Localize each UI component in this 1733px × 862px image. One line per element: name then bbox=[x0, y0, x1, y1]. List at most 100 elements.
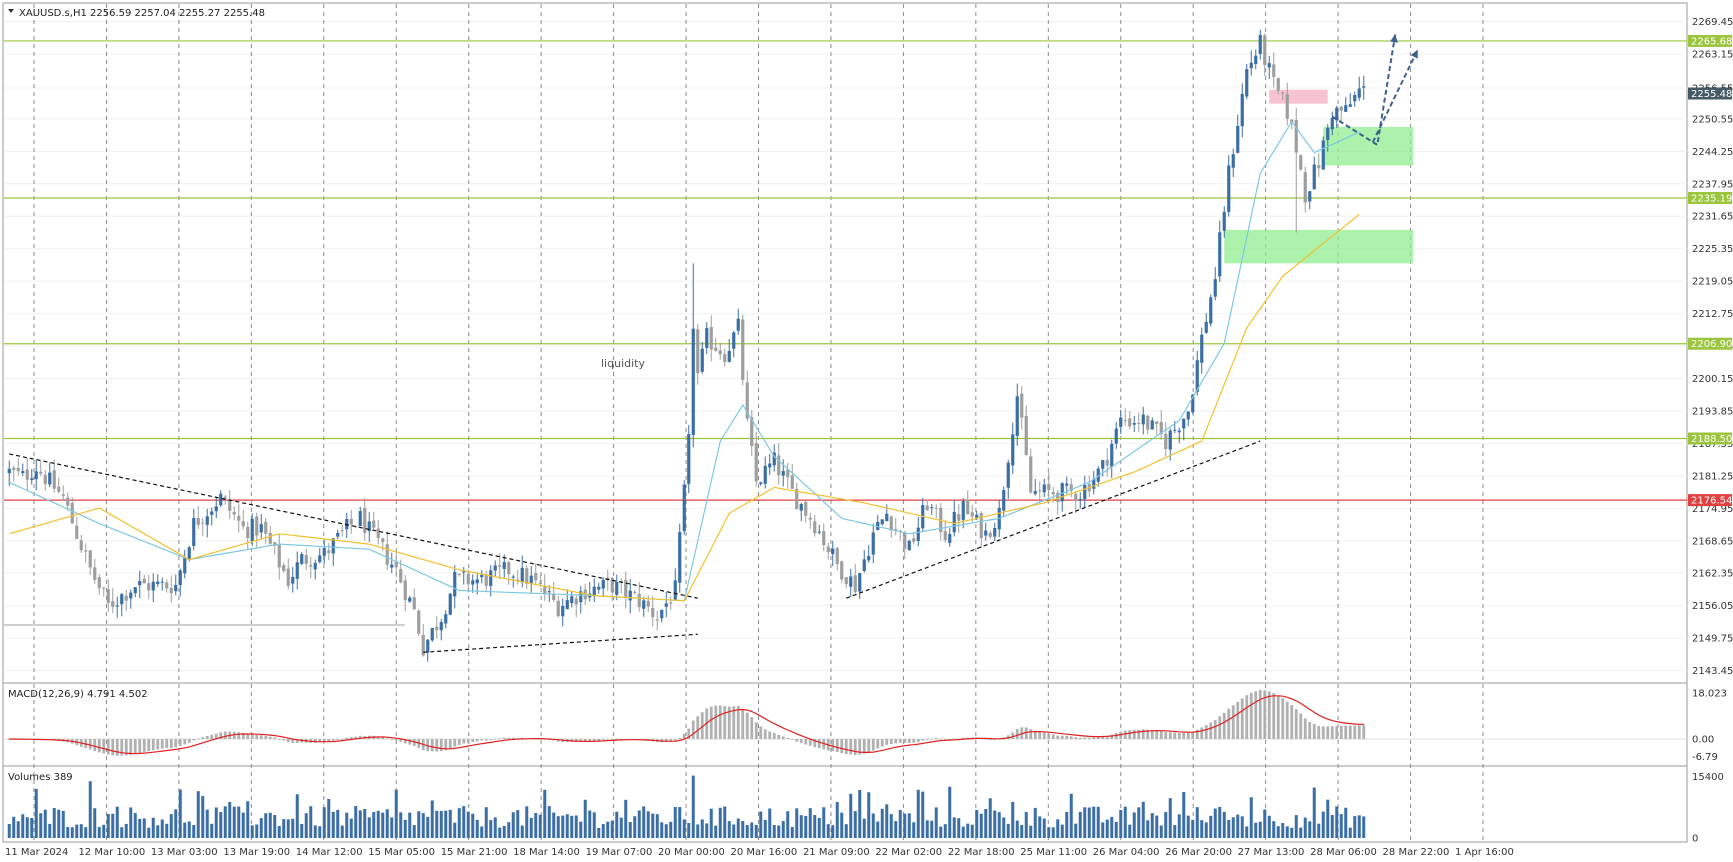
volume-bar bbox=[471, 813, 475, 838]
candle-body bbox=[1321, 140, 1325, 170]
candles-layer[interactable] bbox=[7, 29, 1366, 662]
volume-bar bbox=[1060, 824, 1064, 838]
volume-bar bbox=[124, 823, 128, 838]
candle-body bbox=[1141, 414, 1145, 425]
macd-histogram-bar bbox=[777, 734, 781, 740]
candle-body bbox=[210, 511, 214, 515]
volume-bar bbox=[1317, 823, 1321, 838]
candle-body bbox=[439, 622, 443, 631]
macd-histogram-bar bbox=[1137, 729, 1141, 740]
macd-histogram-bar bbox=[1083, 737, 1087, 740]
candle-body bbox=[48, 472, 52, 485]
candle bbox=[916, 516, 920, 547]
macd-histogram-bar bbox=[673, 739, 677, 741]
price-tick-label: 2263.15 bbox=[1692, 49, 1733, 60]
candle bbox=[124, 589, 128, 612]
volume-bar bbox=[1254, 822, 1258, 838]
volume-bar bbox=[534, 812, 538, 838]
price-tick-label: 2168.65 bbox=[1692, 536, 1733, 547]
liquidity-label: liquidity bbox=[601, 357, 645, 370]
candle bbox=[61, 485, 65, 502]
candle-body bbox=[687, 434, 691, 484]
candle-body bbox=[795, 488, 799, 510]
volume-bar bbox=[295, 794, 299, 838]
macd-histogram-bar bbox=[858, 739, 862, 755]
candle-body bbox=[1303, 172, 1307, 203]
volume-bar bbox=[1042, 818, 1046, 838]
candle bbox=[214, 497, 218, 519]
candle bbox=[628, 579, 632, 614]
macd-histogram-bar bbox=[448, 739, 452, 749]
candle bbox=[151, 573, 155, 603]
candle bbox=[1308, 190, 1312, 210]
macd-histogram-bar bbox=[394, 739, 398, 741]
candle bbox=[732, 330, 736, 358]
candle-body bbox=[1150, 420, 1154, 430]
macd-histogram-bar bbox=[1173, 732, 1177, 740]
candle bbox=[1249, 50, 1253, 76]
candle-body bbox=[1213, 279, 1217, 297]
candle bbox=[1182, 418, 1186, 441]
macd-histogram-bar bbox=[426, 739, 430, 752]
macd-histogram-bar bbox=[1141, 729, 1145, 740]
candle-body bbox=[948, 534, 952, 543]
candle bbox=[376, 520, 380, 545]
candle bbox=[880, 519, 884, 526]
volume-bar bbox=[952, 817, 956, 838]
candle bbox=[205, 508, 209, 538]
macd-histogram-bar bbox=[1155, 730, 1159, 740]
macd-histogram-bar bbox=[138, 739, 142, 753]
price-tick-label: 2225.35 bbox=[1692, 244, 1733, 255]
macd-histogram-bar bbox=[1065, 735, 1069, 740]
candle-body bbox=[1002, 490, 1006, 511]
macd-histogram-bar bbox=[1263, 690, 1267, 740]
volume-bar bbox=[655, 814, 659, 838]
macd-histogram-bar bbox=[907, 739, 911, 743]
macd-histogram-bar bbox=[696, 716, 700, 740]
candle bbox=[318, 548, 322, 564]
macd-histogram-bar bbox=[1249, 692, 1253, 740]
candle bbox=[147, 574, 151, 600]
candle-body bbox=[165, 582, 169, 589]
volume-bar bbox=[120, 827, 124, 838]
candle bbox=[795, 482, 799, 510]
volume-bar bbox=[106, 813, 110, 838]
macd-histogram-bar bbox=[439, 739, 443, 752]
volume-bar bbox=[133, 813, 137, 838]
candle bbox=[228, 490, 232, 519]
candle bbox=[1119, 409, 1123, 435]
volume-bar bbox=[210, 823, 214, 838]
macd-histogram-bar bbox=[723, 706, 727, 740]
candle bbox=[804, 500, 808, 523]
macd-histogram-bar bbox=[1105, 735, 1109, 740]
volume-bar bbox=[102, 824, 106, 838]
volume-bar bbox=[84, 827, 88, 838]
macd-histogram-bar bbox=[853, 739, 857, 756]
macd-histogram-bar bbox=[934, 738, 938, 740]
candle bbox=[1015, 383, 1019, 446]
candle-body bbox=[943, 531, 947, 541]
volume-bar bbox=[439, 810, 443, 838]
candle bbox=[1276, 76, 1280, 95]
volume-bar bbox=[867, 792, 871, 838]
candle-body bbox=[1285, 94, 1289, 119]
macd-histogram-bar bbox=[142, 739, 146, 752]
volume-bar bbox=[1051, 827, 1055, 838]
candle-body bbox=[151, 581, 155, 591]
candle-body bbox=[853, 575, 857, 593]
candle-body bbox=[669, 602, 673, 604]
macd-histogram-bar bbox=[759, 726, 763, 740]
volume-bar bbox=[174, 809, 178, 838]
candle bbox=[426, 639, 430, 662]
candle bbox=[1330, 111, 1334, 136]
symbol-menu-triangle-icon[interactable] bbox=[8, 9, 14, 13]
macd-histogram-bar bbox=[727, 706, 731, 740]
volume-bar bbox=[1236, 814, 1240, 838]
candle-body bbox=[1168, 430, 1172, 450]
candle bbox=[367, 512, 371, 542]
candle bbox=[484, 570, 488, 592]
trendlines-layer[interactable] bbox=[9, 33, 1419, 653]
volume-bar bbox=[1326, 799, 1330, 838]
volume-bar bbox=[435, 810, 439, 838]
